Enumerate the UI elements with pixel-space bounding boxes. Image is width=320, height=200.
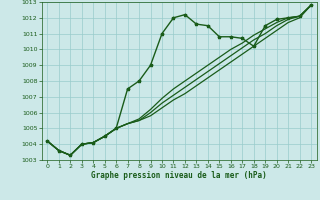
X-axis label: Graphe pression niveau de la mer (hPa): Graphe pression niveau de la mer (hPa) xyxy=(91,171,267,180)
